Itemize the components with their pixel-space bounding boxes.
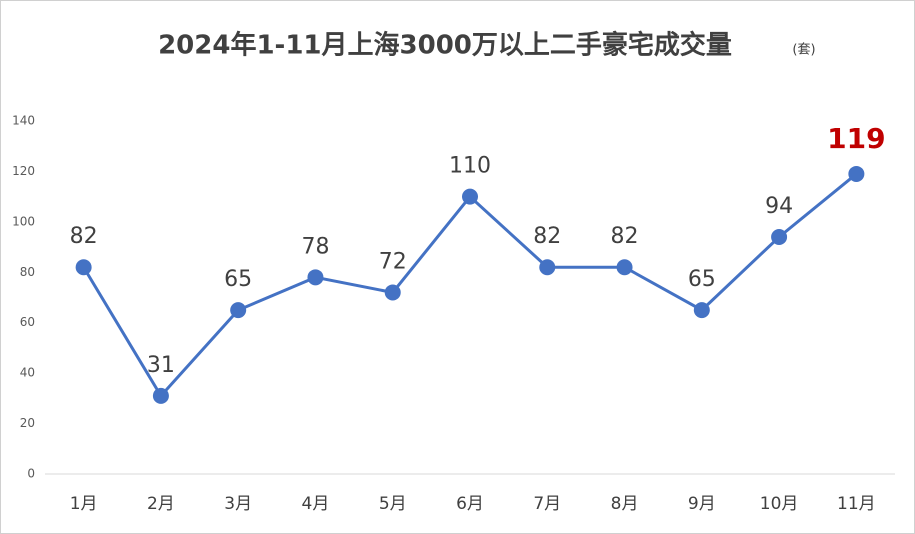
y-tick-label: 80	[20, 265, 35, 279]
y-tick-label: 0	[27, 467, 35, 481]
point	[384, 284, 401, 301]
y-tick-label: 140	[12, 114, 35, 128]
point	[462, 188, 478, 205]
data-label: 65	[688, 267, 716, 292]
x-tick-label: 10月	[760, 494, 799, 514]
x-tick-label: 2月	[147, 494, 175, 514]
x-tick-label: 11月	[837, 494, 876, 514]
y-tick-label: 60	[20, 315, 35, 329]
data-label: 82	[533, 224, 561, 249]
point	[693, 302, 710, 319]
point	[539, 259, 556, 276]
data-label: 31	[147, 353, 175, 378]
y-tick-label: 120	[12, 164, 35, 178]
x-tick-label: 1月	[70, 494, 98, 514]
x-tick-label: 6月	[456, 494, 484, 514]
chart-title-unit: (套)	[792, 42, 815, 58]
y-tick-label: 20	[20, 416, 35, 430]
x-tick-label: 5月	[379, 494, 407, 514]
y-tick-label: 40	[20, 366, 35, 380]
data-label: 72	[379, 249, 407, 274]
chart-title: 2024年1-11月上海3000万以上二手豪宅成交量	[158, 30, 732, 61]
data-label: 78	[301, 234, 329, 259]
point	[616, 259, 633, 276]
x-tick-label: 3月	[224, 494, 252, 514]
data-label: 65	[224, 267, 252, 292]
point	[771, 228, 788, 245]
x-tick-label: 4月	[302, 494, 330, 514]
x-tick-label: 8月	[611, 494, 639, 514]
data-label: 94	[765, 194, 793, 219]
x-tick-label: 9月	[688, 494, 716, 514]
data-label: 82	[611, 224, 639, 249]
point	[152, 387, 169, 404]
data-label: 82	[70, 224, 98, 249]
y-tick-label: 100	[12, 214, 35, 228]
data-label: 110	[449, 154, 491, 179]
point	[307, 269, 324, 286]
point	[230, 302, 247, 319]
point	[848, 165, 865, 182]
data-label: 119	[827, 122, 885, 155]
x-tick-label: 7月	[533, 494, 561, 514]
point	[75, 259, 92, 276]
